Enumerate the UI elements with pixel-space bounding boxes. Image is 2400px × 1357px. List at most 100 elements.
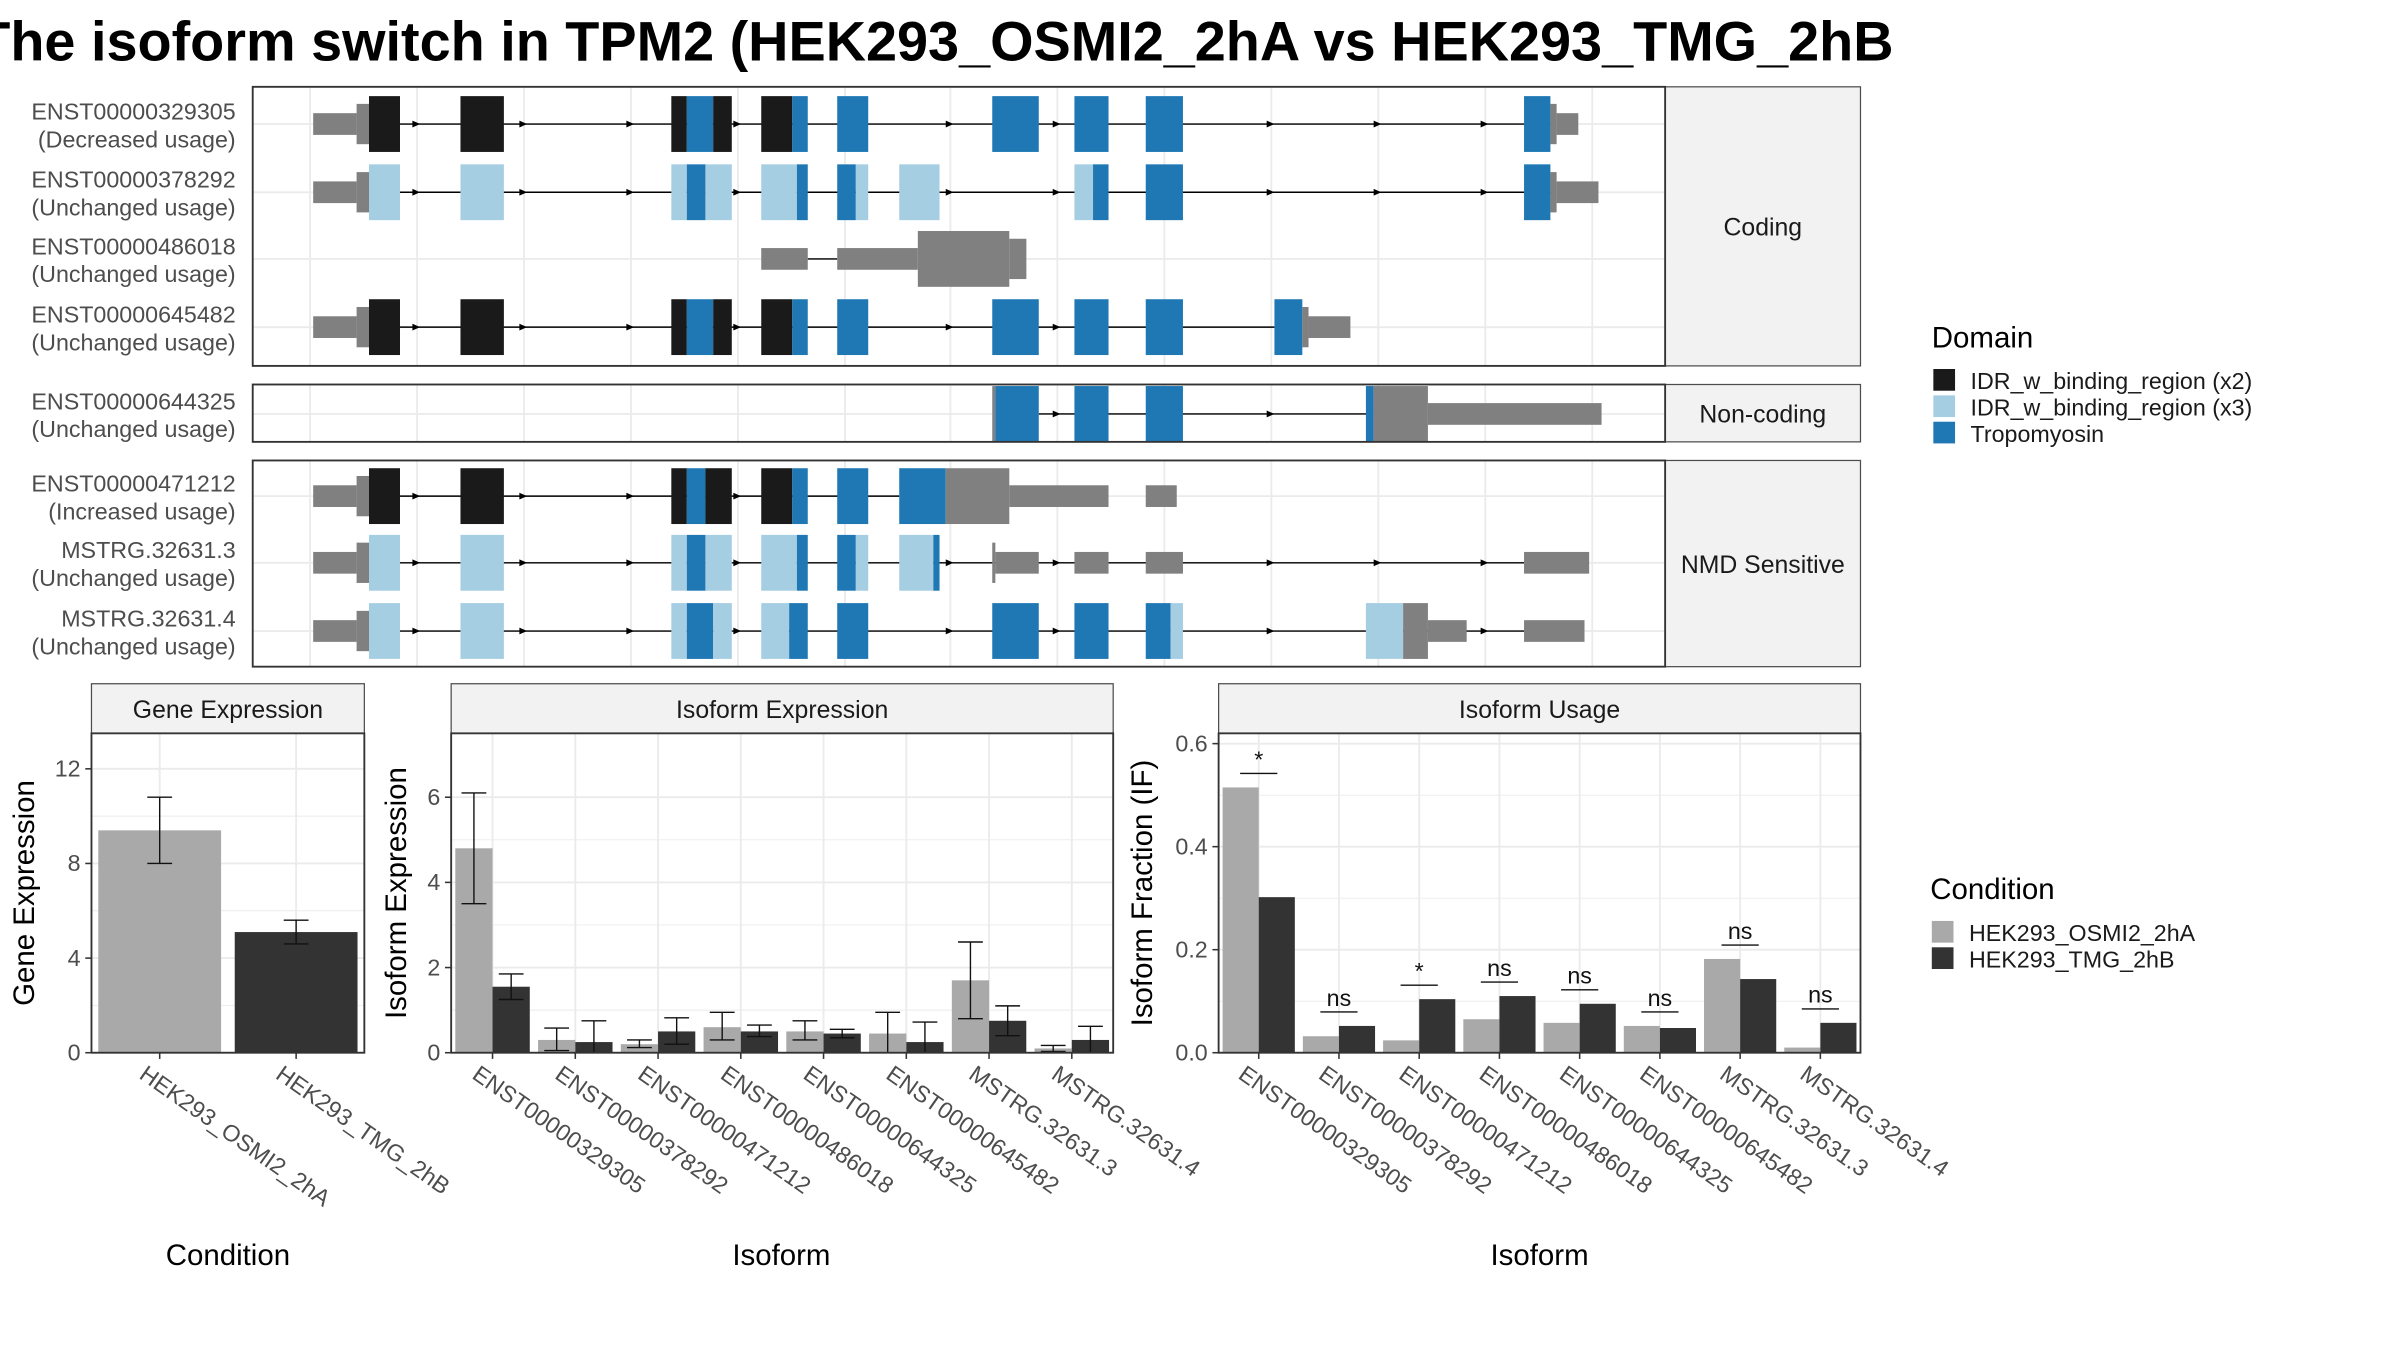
y-tick-label: 0	[68, 1039, 81, 1065]
exon-domain	[761, 96, 793, 152]
legend-swatch-tropomyosin	[1933, 421, 1956, 444]
legend-label-idr-x2: IDR_w_binding_region (x2)	[1971, 368, 2253, 394]
strand-arrow	[519, 188, 528, 196]
utr-segment	[992, 386, 996, 442]
y-tick-label: 0.4	[1175, 833, 1207, 859]
exon-domain	[368, 468, 401, 525]
bar	[1258, 897, 1295, 1053]
transcript-row-6: ENST00000471212(Increased usage)	[31, 468, 1177, 525]
transcript-row-7: MSTRG.32631.3(Unchanged usage)	[31, 534, 1590, 591]
exon-domain	[992, 603, 1039, 659]
bar	[1659, 1027, 1697, 1053]
strand-arrow	[626, 323, 635, 331]
exon-domain	[1145, 386, 1183, 442]
significance-label: ns	[1808, 982, 1833, 1008]
strand-arrow	[1052, 559, 1061, 567]
y-axis-title: Gene Expression	[8, 780, 41, 1006]
strand-arrow	[1266, 120, 1275, 128]
bar	[786, 1031, 824, 1053]
transcript-usage-label: (Unchanged usage)	[31, 633, 235, 659]
y-tick-label: 0.6	[1175, 730, 1207, 756]
exon-domain	[368, 603, 401, 659]
strand-arrow	[1266, 410, 1275, 418]
exon-domain	[995, 386, 1039, 442]
x-axis-title: Condition	[166, 1239, 290, 1272]
utr-segment	[1427, 620, 1467, 642]
significance-label: ns	[1648, 985, 1673, 1011]
significance-label: ns	[1728, 918, 1753, 944]
y-tick-label: 0.2	[1175, 936, 1207, 962]
exon-domain	[933, 534, 940, 591]
strand-arrow	[412, 492, 421, 500]
bar	[1383, 1040, 1420, 1053]
exon-domain	[705, 164, 732, 221]
exon-domain	[761, 164, 797, 221]
y-tick-label: 6	[427, 784, 440, 810]
strand-arrow	[412, 627, 421, 635]
x-tick-label: MSTRG.32631.4	[1047, 1060, 1205, 1181]
figure-title: The isoform switch in TPM2 (HEK293_OSMI2…	[0, 9, 1894, 72]
exon-domain	[671, 96, 687, 152]
strand-arrow	[1052, 188, 1061, 196]
exon-domain	[686, 164, 706, 221]
strand-arrow	[945, 188, 954, 196]
bar	[1623, 1025, 1660, 1053]
y-tick-label: 0	[427, 1039, 440, 1065]
legend-swatch-condition-b	[1931, 947, 1954, 969]
strand-arrow	[1266, 627, 1275, 635]
utr-segment	[356, 610, 369, 652]
chart-2: Isoform Expression0246ENST00000329305ENS…	[380, 683, 1205, 1272]
exon-domain	[837, 468, 869, 525]
utr-segment	[1308, 316, 1351, 338]
utr-segment	[1009, 485, 1109, 507]
bar	[1579, 1003, 1616, 1053]
transcript-id-label: ENST00000645482	[31, 301, 235, 327]
legend-swatch-idr-x3	[1933, 395, 1956, 418]
exon-domain	[460, 96, 504, 152]
domain-legend: Domain IDR_w_binding_region (x2) IDR_w_b…	[1932, 321, 2253, 447]
exon-domain	[1074, 96, 1109, 152]
facet-strip-label: NMD Sensitive	[1681, 552, 1845, 579]
structure-facet-2: Non-coding	[252, 383, 1862, 443]
exon-domain	[368, 164, 401, 221]
strand-arrow	[945, 627, 954, 635]
strand-arrow	[1480, 559, 1489, 567]
exon-domain	[460, 534, 504, 591]
strand-arrow	[626, 120, 635, 128]
facet-strip	[1664, 86, 1862, 367]
utr-segment	[917, 231, 1010, 287]
chart-strip	[1217, 683, 1862, 734]
transcript-id-label: ENST00000378292	[31, 167, 235, 193]
x-axis-title: Isoform	[1490, 1239, 1588, 1272]
transcript-usage-label: (Unchanged usage)	[31, 565, 235, 591]
utr-segment	[1145, 551, 1183, 574]
utr-segment	[356, 542, 369, 583]
exon-domain	[713, 96, 732, 152]
exon-domain	[837, 164, 856, 221]
y-tick-label: 4	[427, 869, 440, 895]
utr-segment	[313, 113, 357, 135]
utr-segment	[313, 485, 357, 507]
transcript-row-3: ENST00000486018(Unchanged usage)	[31, 231, 1027, 287]
bar	[1784, 1047, 1821, 1053]
strand-arrow	[626, 188, 635, 196]
utr-segment	[992, 542, 996, 583]
significance-label: ns	[1567, 963, 1592, 989]
exon-domain	[899, 468, 946, 525]
transcript-row-1: ENST00000329305(Decreased usage)	[31, 96, 1579, 152]
exon-domain	[713, 299, 732, 356]
utr-segment	[313, 181, 357, 204]
y-tick-label: 4	[68, 945, 81, 971]
bar	[1302, 1036, 1339, 1053]
strand-arrow	[412, 559, 421, 567]
exon-domain	[671, 534, 687, 591]
exon-domain	[1170, 603, 1183, 659]
chart-title: Isoform Usage	[1459, 697, 1620, 724]
transcript-usage-label: (Unchanged usage)	[31, 261, 235, 287]
significance-label: *	[1415, 958, 1424, 984]
facet-strip	[1664, 383, 1862, 443]
plot-border	[1217, 732, 1862, 1054]
bar	[1543, 1022, 1580, 1053]
strand-arrow	[733, 188, 742, 196]
